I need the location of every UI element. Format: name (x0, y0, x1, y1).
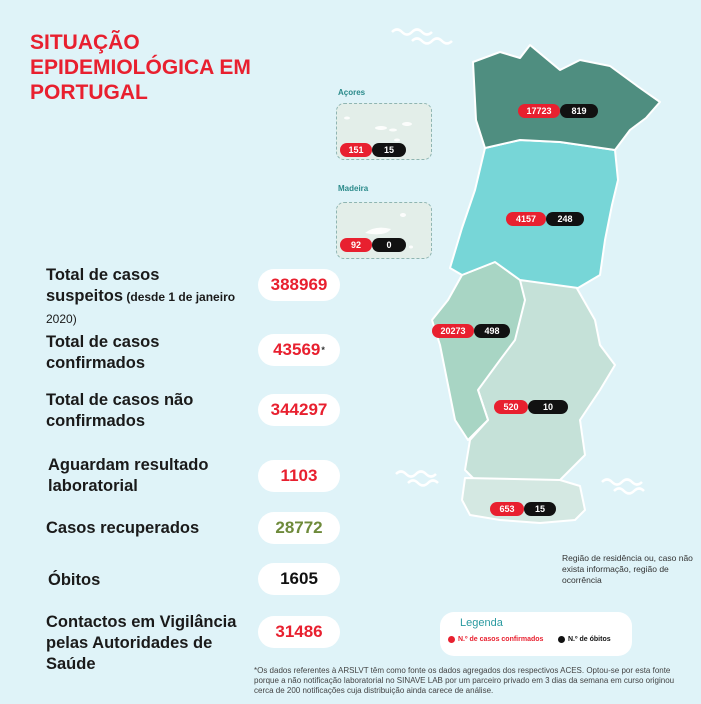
north-deaths-badge: 819 (560, 104, 598, 118)
confirmed-label: Total de casos confirmados (46, 333, 160, 372)
contacts-label: Contactos em Vigilância pelas Autoridade… (46, 613, 237, 673)
decorative-wave-right (601, 478, 645, 495)
centre-confirmed-badge: 4157 (506, 212, 546, 226)
madeira-label: Madeira (338, 184, 369, 193)
algarve-confirmed-badge: 653 (490, 502, 524, 516)
deaths-label: Óbitos (48, 571, 101, 589)
madeira-deaths-badge: 0 (372, 238, 406, 252)
madeira-islands-shape (365, 213, 413, 249)
legend-deaths: N.º de óbitos (558, 636, 611, 643)
suspected-value: 388969 (258, 269, 340, 301)
deaths-value: 1605 (258, 563, 340, 595)
azores-islands-shape (344, 116, 412, 142)
legend-deaths-dot (558, 636, 565, 643)
region-note: Região de residência ou, caso não exista… (562, 553, 693, 585)
recovered-value: 28772 (258, 512, 340, 544)
alentejo-deaths-badge: 10 (528, 400, 568, 414)
confirmed-value: 43569 * (258, 334, 340, 366)
legend-title: Legenda (460, 617, 503, 629)
north-confirmed-badge: 17723 (518, 104, 560, 118)
not-confirmed-value: 344297 (258, 394, 340, 426)
legend: Legenda N.º de casos confirmados N.º de … (440, 612, 632, 656)
centre-deaths-badge: 248 (546, 212, 584, 226)
contacts-value: 31486 (258, 616, 340, 648)
lisbon-deaths-badge: 498 (474, 324, 510, 338)
awaiting-value: 1103 (258, 460, 340, 492)
lisbon-confirmed-badge: 20273 (432, 324, 474, 338)
azores-label: Açores (338, 88, 366, 97)
region-algarve (461, 477, 586, 524)
footnote: *Os dados referentes à ARSLVT têm como f… (254, 666, 675, 695)
suspected-label: Total de casos suspeitos (desde 1 de jan… (46, 266, 236, 326)
not-confirmed-label: Total de casos não confirmados (46, 391, 194, 430)
algarve-deaths-badge: 15 (524, 502, 556, 516)
decorative-wave-left (395, 470, 439, 487)
azores-deaths-badge: 15 (372, 143, 406, 157)
decorative-wave-top (391, 28, 453, 45)
awaiting-label: Aguardam resultado laboratorial (48, 456, 209, 495)
madeira-confirmed-badge: 92 (340, 238, 372, 252)
recovered-label: Casos recuperados (46, 519, 200, 537)
alentejo-confirmed-badge: 520 (494, 400, 528, 414)
legend-confirmed: N.º de casos confirmados (448, 636, 543, 643)
region-north (472, 44, 661, 151)
page-title: SITUAÇÃO EPIDEMIOLÓGICA EM PORTUGAL (30, 31, 251, 104)
legend-confirmed-dot (448, 636, 455, 643)
azores-confirmed-badge: 151 (340, 143, 372, 157)
